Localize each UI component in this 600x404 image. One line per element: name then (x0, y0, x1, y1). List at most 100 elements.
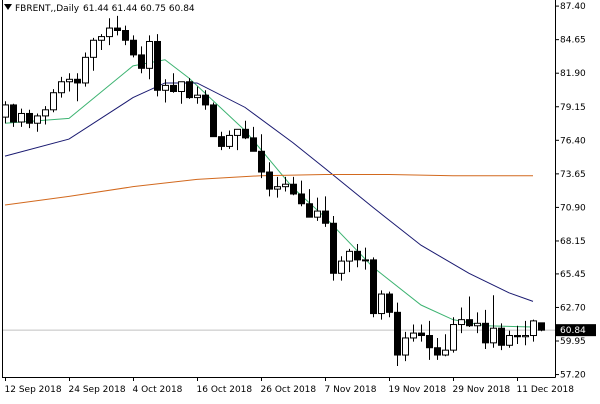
candle[interactable] (42, 106, 49, 125)
candle[interactable] (426, 320, 433, 360)
candle[interactable] (242, 120, 249, 140)
candle[interactable] (442, 334, 449, 357)
candle[interactable] (498, 323, 505, 351)
price-tick-label: 62.70 (560, 303, 586, 313)
candle[interactable] (298, 180, 305, 207)
candle-body-bullish (490, 327, 497, 344)
candle[interactable] (26, 109, 33, 129)
price-tick-label: 59.95 (560, 337, 586, 347)
candle[interactable] (114, 15, 121, 36)
candle-body-bullish (98, 36, 105, 41)
candle[interactable] (106, 18, 113, 46)
candle[interactable] (194, 86, 201, 104)
candle[interactable] (50, 89, 57, 113)
candle[interactable] (338, 256, 345, 281)
candle[interactable] (402, 331, 409, 362)
candle-body-bearish (210, 104, 217, 138)
candle-body-bullish (194, 94, 201, 99)
candle[interactable] (234, 128, 241, 151)
candle-body-bullish (18, 112, 25, 123)
candle[interactable] (458, 307, 465, 334)
candle[interactable] (226, 130, 233, 149)
candle-body-bearish (434, 347, 441, 356)
candle[interactable] (482, 309, 489, 349)
candle-body-bearish (466, 319, 473, 327)
candle[interactable] (178, 81, 185, 104)
candle-body-bullish (58, 81, 65, 94)
candle[interactable] (362, 247, 369, 270)
candle[interactable] (154, 34, 161, 97)
candle[interactable] (18, 108, 25, 127)
candle[interactable] (74, 73, 81, 102)
candle[interactable] (122, 25, 129, 46)
candle-body-bullish (530, 320, 537, 337)
candle[interactable] (506, 330, 513, 348)
candle[interactable] (162, 79, 169, 103)
candlestick-series[interactable] (2, 15, 545, 367)
candle[interactable] (370, 257, 377, 318)
candle[interactable] (218, 131, 225, 151)
candle[interactable] (186, 78, 193, 99)
candle[interactable] (274, 176, 281, 198)
candle[interactable] (210, 102, 217, 138)
candle[interactable] (410, 324, 417, 342)
candle[interactable] (66, 73, 73, 92)
candle[interactable] (490, 295, 497, 348)
candle[interactable] (130, 35, 137, 58)
candle[interactable] (378, 290, 385, 320)
candle[interactable] (34, 113, 41, 132)
current-price-badge (556, 324, 596, 337)
candle[interactable] (530, 319, 537, 342)
candle[interactable] (58, 76, 65, 98)
candle-body-bullish (42, 109, 49, 117)
candle[interactable] (138, 46, 145, 74)
candle-body-bullish (410, 332, 417, 339)
candle-body-bearish (154, 40, 161, 91)
candle[interactable] (514, 325, 521, 345)
candle[interactable] (10, 103, 17, 127)
candle-body-bearish (426, 335, 433, 349)
candle-body-bearish (394, 311, 401, 356)
candle-body-bullish (442, 349, 449, 356)
candle[interactable] (250, 126, 257, 152)
candle[interactable] (82, 52, 89, 87)
candle[interactable] (418, 324, 425, 342)
candle-body-bearish (498, 327, 505, 346)
candle-body-bullish (2, 104, 9, 118)
candle[interactable] (394, 302, 401, 367)
candle[interactable] (522, 320, 529, 346)
candle[interactable] (282, 176, 289, 192)
candle[interactable] (330, 215, 337, 281)
candle[interactable] (306, 189, 313, 218)
candle[interactable] (314, 197, 321, 221)
candle-body-bearish (514, 335, 521, 338)
candle[interactable] (98, 34, 105, 51)
candle[interactable] (354, 244, 361, 268)
candle[interactable] (202, 90, 209, 110)
chart-axes (2, 0, 556, 378)
candle[interactable] (466, 296, 473, 327)
candle[interactable] (538, 322, 545, 332)
candle[interactable] (146, 35, 153, 80)
candle-body-bearish (370, 259, 377, 315)
candle[interactable] (258, 134, 265, 179)
candle-body-bullish (162, 84, 169, 91)
candle[interactable] (322, 196, 329, 227)
price-tick-label: 76.40 (560, 136, 586, 146)
date-tick-label: 26 Oct 2018 (261, 385, 317, 395)
candle[interactable] (266, 162, 273, 197)
price-tick-label: 87.40 (560, 2, 586, 12)
candle[interactable] (290, 176, 297, 196)
candle[interactable] (450, 317, 457, 353)
candle-body-bullish (458, 319, 465, 326)
candle[interactable] (434, 337, 441, 360)
candle[interactable] (346, 248, 353, 273)
candle-body-bullish (362, 259, 369, 262)
candle[interactable] (170, 73, 177, 93)
candle[interactable] (386, 291, 393, 318)
candle[interactable] (90, 37, 97, 71)
candle[interactable] (474, 312, 481, 334)
candle-body-bullish (50, 92, 57, 111)
